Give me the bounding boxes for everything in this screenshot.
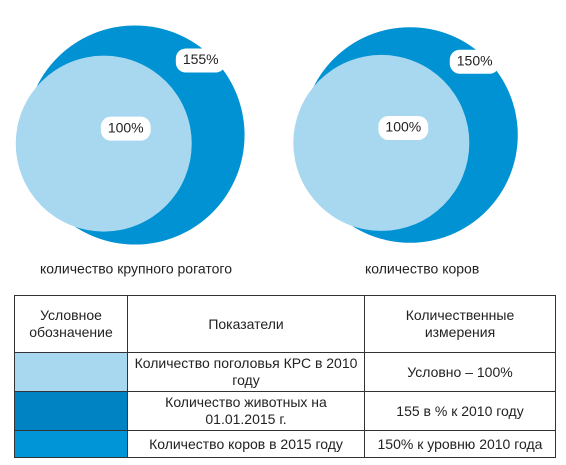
swatch [14,352,128,392]
header-row: Условное обозначение Показатели Количест… [14,295,556,353]
value-label: 100% [108,119,144,135]
legend-table: Условное обозначение Показатели Количест… [14,295,556,458]
value-label: 150% [457,52,493,68]
swatch [14,430,128,458]
caption: количество крупного рогатого [40,261,232,277]
indicator: Количество поголовья КРС в 2010 году [127,352,365,392]
value-label-box [449,49,500,74]
indicator: Количество коров в 2015 году [127,430,365,458]
measure: 150% к уровню 2010 года [364,430,556,458]
swatch [14,391,128,431]
value-label-box [175,48,226,73]
value-label: 100% [385,119,421,135]
diagrams: 155% 100% количество крупного рогатого 150%… [15,25,518,277]
inner-circle [15,55,192,232]
header-cell: Условное обозначение [14,295,128,353]
indicator: Количество животных на 01.01.2015 г. [127,391,365,431]
value-label-box [378,115,429,140]
header-cell: Количественные измерения [364,295,556,353]
measure: 155 в % к 2010 году [364,391,556,431]
row: Количество коров в 2015 году 150% к уров… [14,430,556,458]
caption: количество коров [365,261,479,277]
header-cell: Показатели [127,295,365,353]
value-label: 155% [183,51,219,67]
inner-circle [293,54,470,231]
measure: Условно – 100% [364,352,556,392]
row: Количество животных на 01.01.2015 г. 155… [14,391,556,431]
row: Количество поголовья КРС в 2010 году Усл… [14,352,556,392]
value-label-box [100,116,151,141]
